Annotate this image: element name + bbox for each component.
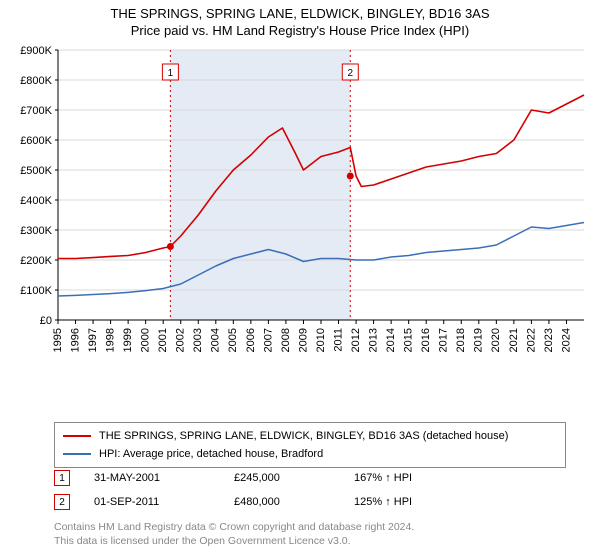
- x-tick-label: 2013: [368, 328, 380, 352]
- x-tick-label: 2024: [560, 328, 572, 352]
- marker-date: 01-SEP-2011: [94, 496, 234, 508]
- y-tick-label: £300K: [20, 225, 52, 237]
- y-tick-label: £800K: [20, 75, 52, 87]
- legend-label: THE SPRINGS, SPRING LANE, ELDWICK, BINGL…: [99, 430, 508, 442]
- y-tick-label: £500K: [20, 165, 52, 177]
- x-tick-label: 2023: [543, 328, 555, 352]
- marker-number: 1: [168, 68, 174, 79]
- legend-label: HPI: Average price, detached house, Brad…: [99, 448, 323, 460]
- footer-line-2: This data is licensed under the Open Gov…: [54, 534, 414, 548]
- x-tick-label: 2021: [508, 328, 520, 352]
- marker-table-row: 2 01-SEP-2011£480,000125% ↑ HPI: [54, 490, 474, 514]
- marker-price: £480,000: [234, 496, 354, 508]
- legend-swatch: [63, 435, 91, 437]
- x-tick-label: 2004: [210, 328, 222, 352]
- legend: THE SPRINGS, SPRING LANE, ELDWICK, BINGL…: [54, 422, 566, 468]
- y-tick-label: £600K: [20, 135, 52, 147]
- y-tick-label: £100K: [20, 285, 52, 297]
- marker-table-chip: 1: [54, 470, 70, 486]
- marker-table: 1 31-MAY-2001£245,000167% ↑ HPI 2 01-SEP-20…: [54, 466, 474, 514]
- chart-subtitle: Price paid vs. HM Land Registry's House …: [0, 23, 600, 38]
- shaded-band: [170, 50, 350, 320]
- y-tick-label: £700K: [20, 105, 52, 117]
- marker-date: 31-MAY-2001: [94, 472, 234, 484]
- marker-pct: 125% ↑ HPI: [354, 496, 474, 508]
- x-tick-label: 2000: [140, 328, 152, 352]
- marker-number: 2: [347, 68, 353, 79]
- y-tick-label: £0: [40, 315, 52, 327]
- x-tick-label: 2010: [315, 328, 327, 352]
- line-chart: £0 £100K £200K £300K £400K £500K £600K £700K £80…: [8, 46, 592, 378]
- marker-price: £245,000: [234, 472, 354, 484]
- x-tick-label: 2006: [245, 328, 257, 352]
- x-tick-label: 1999: [122, 328, 134, 352]
- title-block: THE SPRINGS, SPRING LANE, ELDWICK, BINGL…: [0, 0, 600, 38]
- x-tick-label: 2012: [350, 328, 362, 352]
- footer-note: Contains HM Land Registry data © Crown c…: [54, 520, 414, 548]
- x-tick-label: 2016: [420, 328, 432, 352]
- legend-row: HPI: Average price, detached house, Brad…: [63, 445, 557, 463]
- marker-table-row: 1 31-MAY-2001£245,000167% ↑ HPI: [54, 466, 474, 490]
- x-tick-label: 2005: [227, 328, 239, 352]
- x-tick-label: 2020: [490, 328, 502, 352]
- x-tick-label: 1996: [69, 328, 81, 352]
- x-tick-label: 2018: [455, 328, 467, 352]
- chart-title: THE SPRINGS, SPRING LANE, ELDWICK, BINGL…: [0, 6, 600, 21]
- marker-pct: 167% ↑ HPI: [354, 472, 474, 484]
- x-tick-label: 2011: [332, 328, 344, 352]
- y-tick-label: £400K: [20, 195, 52, 207]
- y-tick-label: £900K: [20, 46, 52, 57]
- x-tick-label: 2009: [297, 328, 309, 352]
- legend-swatch: [63, 453, 91, 455]
- x-tick-label: 2007: [262, 328, 274, 352]
- x-tick-label: 2001: [157, 328, 169, 352]
- x-tick-label: 1995: [52, 328, 64, 352]
- x-tick-label: 2022: [525, 328, 537, 352]
- x-tick-label: 2008: [280, 328, 292, 352]
- footer-line-1: Contains HM Land Registry data © Crown c…: [54, 520, 414, 534]
- x-tick-label: 2017: [438, 328, 450, 352]
- x-tick-label: 2002: [175, 328, 187, 352]
- y-tick-label: £200K: [20, 255, 52, 267]
- marker-point: [347, 173, 354, 180]
- legend-row: THE SPRINGS, SPRING LANE, ELDWICK, BINGL…: [63, 427, 557, 445]
- marker-table-chip: 2: [54, 494, 70, 510]
- x-tick-label: 2014: [385, 328, 397, 352]
- x-tick-label: 2015: [403, 328, 415, 352]
- chart-svg: £0 £100K £200K £300K £400K £500K £600K £700K £80…: [8, 46, 592, 378]
- x-tick-label: 2019: [473, 328, 485, 352]
- x-tick-label: 1997: [87, 328, 99, 352]
- x-tick-label: 2003: [192, 328, 204, 352]
- x-tick-label: 1998: [105, 328, 117, 352]
